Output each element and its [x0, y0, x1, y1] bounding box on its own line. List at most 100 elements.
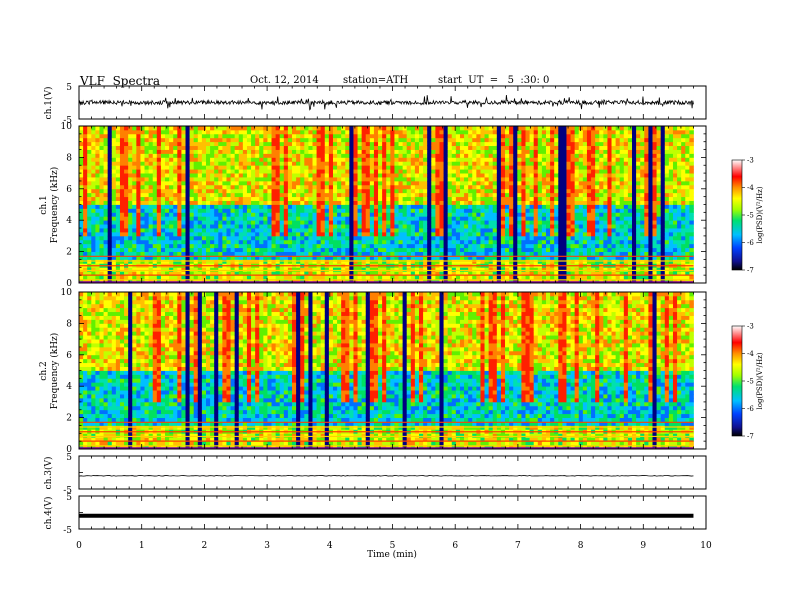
spectrogram-cell [115, 141, 121, 147]
spectrogram-cell [95, 247, 100, 253]
spectrogram-cell [148, 231, 154, 237]
spectrogram-cell [189, 216, 195, 221]
spectrogram-cell [586, 184, 592, 190]
spectrogram-cell [201, 184, 207, 190]
spectrogram-cell [566, 251, 571, 256]
spectrogram-cell [222, 228, 227, 233]
spectrogram-cell [398, 228, 404, 233]
spectrogram-cell [554, 177, 559, 182]
spectrogram-cell [484, 188, 490, 194]
spectrogram-cell [505, 235, 510, 241]
spectrogram-cell [255, 243, 260, 249]
spectrogram-cell [328, 192, 334, 198]
spectrogram-cell [406, 228, 412, 233]
spectrogram-cell [95, 243, 100, 249]
spectrogram-cell [234, 220, 240, 225]
spectrogram-cell [443, 275, 449, 280]
spectrogram-cell [79, 180, 84, 186]
spectrogram-cell [144, 184, 150, 190]
spectrogram-cell [193, 133, 199, 139]
spectrogram-cell [513, 204, 518, 209]
spectrogram-cell [181, 255, 186, 260]
spectrogram-cell [410, 177, 416, 182]
spectrogram-cell [238, 228, 244, 233]
spectrogram-cell [201, 271, 207, 276]
spectrogram-cell [480, 157, 485, 162]
spectrogram-cell [574, 169, 580, 174]
spectrogram-cell [574, 145, 580, 150]
spectrogram-cell [300, 141, 305, 147]
spectrogram-cell [500, 251, 506, 256]
spectrogram-cell [459, 133, 465, 139]
spectrogram-cell [574, 188, 580, 194]
spectrogram-cell [373, 224, 379, 229]
spectrogram-cell [582, 235, 588, 241]
spectrogram-cell [361, 267, 367, 272]
spectrogram-cell [562, 133, 567, 139]
spectrogram-cell [439, 129, 444, 135]
spectrogram-cell [558, 247, 563, 253]
spectrogram-cell [509, 212, 514, 217]
spectrogram-cell [324, 271, 330, 276]
spectrogram-cell [488, 247, 494, 253]
spectrogram-cell [160, 275, 166, 280]
spectrogram-cell [79, 251, 84, 256]
spectrogram-cell [312, 220, 317, 225]
spectrogram-cell [324, 192, 330, 198]
spectrogram-cell [292, 208, 297, 213]
spectrogram-cell [226, 141, 231, 147]
spectrogram-cell [541, 267, 547, 272]
spectrogram-cell [87, 200, 92, 205]
spectrogram-cell [513, 184, 518, 190]
spectrogram-cell [541, 141, 547, 147]
spectrogram-cell [128, 224, 133, 229]
spectrogram-cell [345, 216, 350, 221]
spectrogram-cell [509, 173, 514, 178]
spectrogram-cell [87, 133, 92, 139]
spectrogram-cell [185, 188, 191, 194]
spectrogram-cell [529, 275, 535, 280]
spectrogram-cell [226, 157, 231, 162]
spectrogram-cell [140, 157, 145, 162]
spectrogram-cell [378, 231, 383, 237]
spectrogram-cell [115, 196, 121, 201]
spectrogram-cell [140, 145, 145, 150]
spectrogram-cell [459, 137, 465, 143]
spectrogram-cell [308, 271, 313, 276]
spectrogram-cell [83, 220, 88, 225]
spectrogram-cell [435, 188, 440, 194]
spectrogram-cell [173, 200, 178, 205]
spectrogram-cell [390, 153, 395, 158]
spectrogram-cell [181, 275, 186, 280]
spectrogram-cell [160, 247, 166, 253]
spectrogram-cell [144, 192, 150, 198]
spectrogram-cell [484, 255, 490, 260]
spectrogram-cell [582, 161, 588, 166]
spectrogram-cell [578, 212, 584, 217]
spectrogram-cell [439, 275, 444, 280]
spectrogram-cell [398, 133, 404, 139]
spectrogram-cell [115, 149, 121, 154]
spectrogram-cell [382, 177, 387, 182]
spectrogram-cell [107, 208, 113, 213]
spectrogram-cell [165, 255, 170, 260]
spectrogram-cell [283, 149, 289, 154]
spectrogram-cell [226, 212, 231, 217]
spectrogram-cell [369, 133, 375, 139]
spectrogram-cell [193, 212, 199, 217]
spectrogram-cell [115, 235, 121, 241]
spectrogram-cell [439, 184, 444, 190]
spectrogram-cell [361, 228, 367, 233]
spectrogram-cell [394, 275, 399, 280]
spectrogram-cell [222, 204, 227, 209]
spectrogram-cell [210, 177, 215, 182]
spectrogram-cell [533, 255, 539, 260]
spectrogram-cell [451, 192, 457, 198]
spectrogram-cell [91, 177, 96, 182]
spectrogram-cell [259, 275, 264, 280]
spectrogram-cell [496, 141, 502, 147]
spectrogram-cell [230, 137, 236, 143]
spectrogram-cell [148, 247, 154, 253]
spectrogram-cell [156, 145, 162, 150]
spectrogram-cell [267, 137, 272, 143]
